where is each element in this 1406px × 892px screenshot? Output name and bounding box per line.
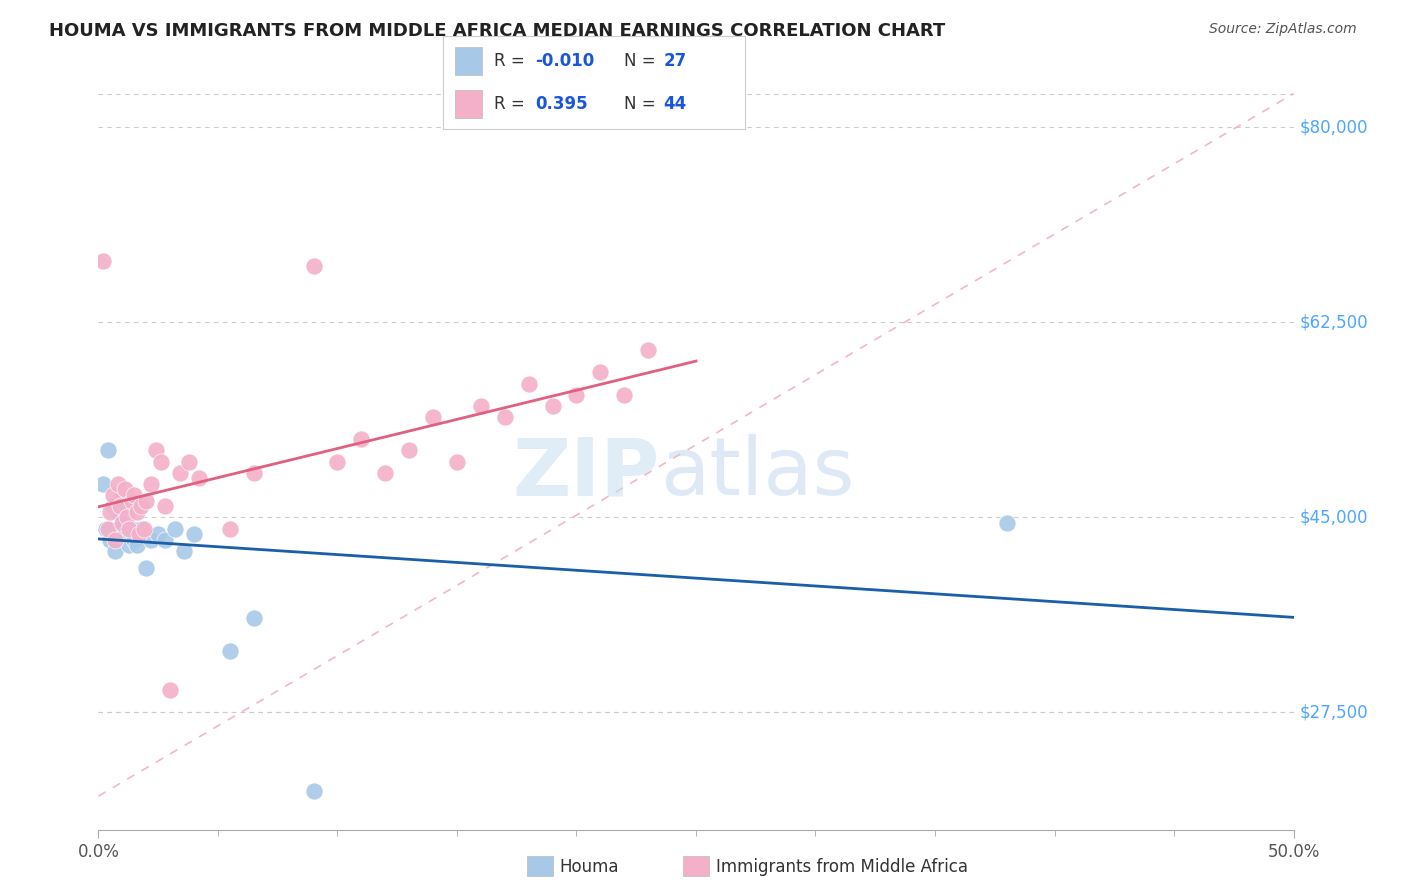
Point <box>446 455 468 469</box>
Point <box>179 455 201 469</box>
Point <box>183 527 205 541</box>
Point <box>128 527 150 541</box>
Point <box>131 500 153 514</box>
Point <box>101 488 124 502</box>
Point <box>115 510 138 524</box>
Point <box>219 521 242 535</box>
Point <box>589 366 612 380</box>
Text: -0.010: -0.010 <box>536 52 595 70</box>
Point <box>107 505 129 519</box>
Text: HOUMA VS IMMIGRANTS FROM MIDDLE AFRICA MEDIAN EARNINGS CORRELATION CHART: HOUMA VS IMMIGRANTS FROM MIDDLE AFRICA M… <box>49 22 945 40</box>
Text: Houma: Houma <box>560 858 619 876</box>
Point <box>121 521 143 535</box>
Point <box>148 527 170 541</box>
Point <box>219 644 242 658</box>
Point <box>517 376 540 391</box>
Point <box>107 476 129 491</box>
Point <box>118 538 141 552</box>
Text: Source: ZipAtlas.com: Source: ZipAtlas.com <box>1209 22 1357 37</box>
FancyBboxPatch shape <box>456 47 482 75</box>
Point <box>613 388 636 402</box>
Text: $80,000: $80,000 <box>1299 118 1368 136</box>
Point <box>169 466 191 480</box>
Point <box>350 433 373 447</box>
Point <box>145 443 167 458</box>
Point <box>398 443 420 458</box>
Text: N =: N = <box>624 95 661 113</box>
Point <box>302 783 325 797</box>
Point <box>114 527 136 541</box>
Point <box>94 521 117 535</box>
Point <box>995 516 1018 530</box>
Text: N =: N = <box>624 52 661 70</box>
Text: $45,000: $45,000 <box>1299 508 1368 526</box>
Point <box>159 683 181 698</box>
Point <box>470 399 492 413</box>
Point <box>111 516 134 530</box>
Text: R =: R = <box>495 95 530 113</box>
Point <box>104 544 127 558</box>
Point <box>243 611 266 625</box>
Text: atlas: atlas <box>661 434 855 512</box>
Point <box>91 476 114 491</box>
Point <box>104 533 127 547</box>
Point <box>91 253 114 268</box>
Point <box>155 500 177 514</box>
Point <box>108 500 131 514</box>
Point <box>131 521 153 535</box>
Point <box>139 476 162 491</box>
Point <box>155 533 177 547</box>
Point <box>125 538 148 552</box>
Point <box>124 533 146 547</box>
Point <box>115 500 138 514</box>
Point <box>374 466 396 480</box>
Point <box>97 521 120 535</box>
Point <box>326 455 349 469</box>
Point <box>135 493 157 508</box>
Text: R =: R = <box>495 52 530 70</box>
Point <box>132 521 155 535</box>
Point <box>565 388 588 402</box>
Point <box>243 466 266 480</box>
Point <box>541 399 564 413</box>
FancyBboxPatch shape <box>456 90 482 118</box>
Text: ZIP: ZIP <box>513 434 661 512</box>
Point <box>302 260 325 274</box>
Point <box>125 505 148 519</box>
Point <box>187 471 209 485</box>
Point <box>422 410 444 425</box>
Text: $27,500: $27,500 <box>1299 704 1368 722</box>
Point <box>108 521 131 535</box>
Text: Immigrants from Middle Africa: Immigrants from Middle Africa <box>716 858 967 876</box>
Point <box>173 544 195 558</box>
Point <box>139 533 162 547</box>
Point <box>98 505 122 519</box>
Text: 44: 44 <box>664 95 686 113</box>
Point <box>98 533 122 547</box>
Point <box>111 488 134 502</box>
Point <box>114 483 136 497</box>
Text: 0.395: 0.395 <box>536 95 588 113</box>
Point <box>118 521 141 535</box>
Point <box>149 455 172 469</box>
Point <box>494 410 516 425</box>
Point <box>124 488 146 502</box>
Point <box>121 493 143 508</box>
Point <box>101 500 124 514</box>
Point <box>637 343 659 358</box>
Text: 27: 27 <box>664 52 686 70</box>
Point <box>97 443 120 458</box>
Point <box>163 521 186 535</box>
Text: $62,500: $62,500 <box>1299 313 1368 331</box>
Point <box>135 560 157 574</box>
